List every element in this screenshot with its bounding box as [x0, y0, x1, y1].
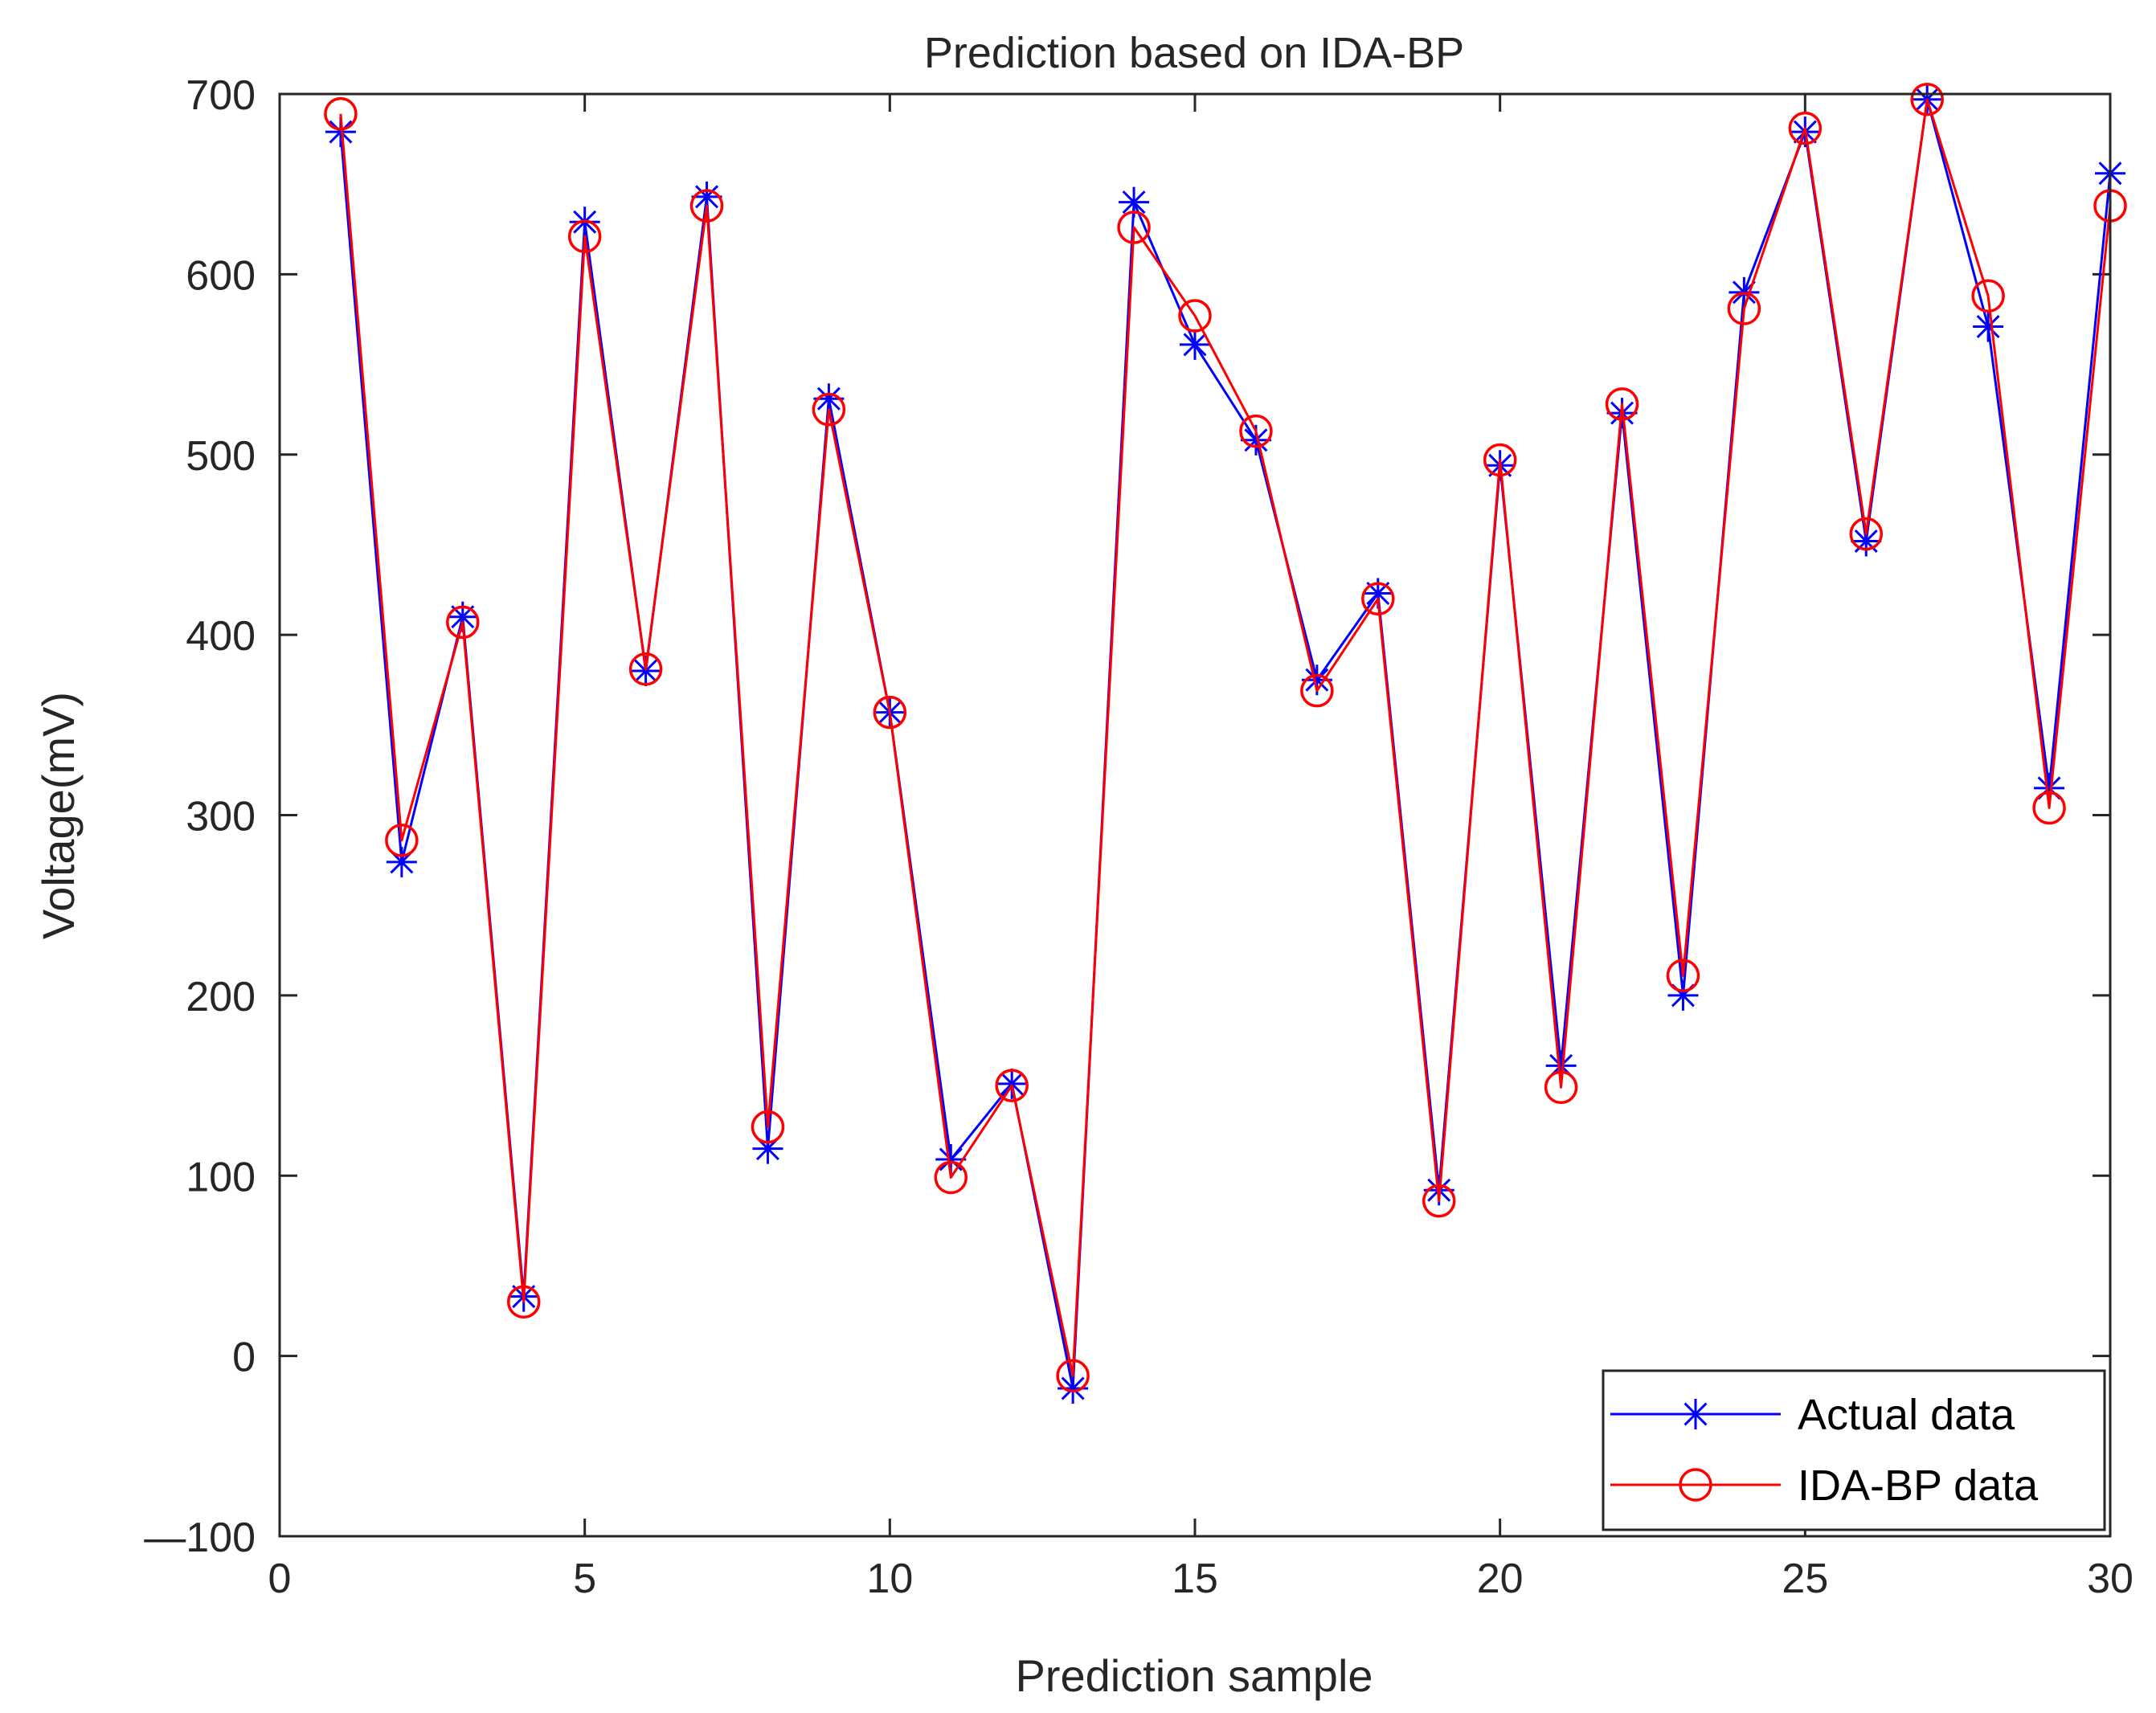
data-point — [873, 695, 907, 730]
data-point — [1240, 424, 1271, 456]
y-tick-label: 400 — [186, 613, 256, 660]
data-point — [2032, 791, 2066, 825]
y-tick-label: —100 — [144, 1515, 256, 1561]
data-point — [1483, 443, 1517, 477]
series-line — [339, 98, 2112, 1377]
data-point — [1300, 673, 1334, 708]
y-tick-labels: —100 0 100 200 300 400 500 600 700 — [144, 72, 256, 1561]
data-point — [2034, 772, 2065, 803]
x-tick-label: 25 — [1782, 1556, 1828, 1602]
x-tick-labels: 0 5 10 15 20 25 30 — [268, 1556, 2133, 1602]
y-tick-label: 300 — [186, 794, 256, 840]
data-point — [1178, 299, 1212, 333]
chart-title: Prediction based on IDA-BP — [924, 29, 1464, 77]
data-point — [324, 96, 358, 131]
y-tick-label: 600 — [186, 252, 256, 299]
legend-box — [1602, 1369, 2106, 1531]
data-point — [691, 181, 722, 212]
data-point — [1971, 279, 2005, 313]
data-point — [630, 656, 661, 686]
data-point — [446, 605, 480, 640]
series-layer — [324, 82, 2127, 1404]
data-point — [1119, 186, 1150, 218]
data-point — [996, 1068, 1028, 1099]
y-tick-label: 200 — [186, 974, 256, 1020]
plot-frame — [278, 92, 2112, 1538]
data-point — [812, 392, 846, 427]
data-point — [1605, 387, 1639, 421]
data-point — [1422, 1184, 1456, 1218]
data-point — [1361, 582, 1395, 615]
data-point — [752, 1133, 783, 1164]
x-tick-label: 30 — [2087, 1556, 2133, 1602]
y-tick-label: 500 — [186, 433, 256, 480]
y-axis-label: Voltage(mV) — [33, 692, 84, 939]
x-tick-label: 10 — [866, 1556, 913, 1602]
data-point — [1180, 329, 1210, 360]
legend-label: Actual data — [1798, 1391, 2015, 1439]
x-axis-label: Prediction sample — [1015, 1650, 1373, 1701]
data-point — [1910, 82, 1944, 117]
data-point — [1973, 311, 2004, 342]
data-point — [386, 846, 417, 877]
data-point — [628, 652, 663, 686]
x-tick-label: 5 — [573, 1556, 596, 1602]
x-tick-label: 20 — [1477, 1556, 1524, 1602]
data-point — [385, 824, 419, 857]
legend-label: IDA-BP data — [1798, 1462, 2039, 1510]
legend: Actual data IDA-BP data — [1602, 1369, 2106, 1531]
legend-marker — [1679, 1468, 1712, 1502]
data-point — [1788, 111, 1823, 145]
legend-marker — [1680, 1399, 1711, 1429]
data-point — [1056, 1359, 1090, 1393]
data-point — [325, 117, 356, 148]
data-point — [995, 1069, 1029, 1102]
data-point — [1362, 578, 1393, 609]
y-tick-label: 700 — [186, 72, 256, 119]
legend-entry: IDA-BP data — [1610, 1462, 2039, 1510]
data-point — [1544, 1070, 1578, 1105]
data-point — [1545, 1050, 1577, 1081]
y-tick-label: 0 — [232, 1335, 256, 1381]
data-point — [1058, 1373, 1089, 1404]
data-point — [1239, 414, 1273, 448]
data-point — [447, 601, 478, 632]
y-tick-label: 100 — [186, 1154, 256, 1200]
data-point — [1301, 664, 1332, 696]
data-point — [1667, 979, 1699, 1011]
data-point — [1727, 292, 1761, 325]
legend-entry: Actual data — [1610, 1391, 2015, 1439]
plot-area — [280, 94, 2110, 1536]
data-point — [1849, 517, 1884, 551]
data-point — [1666, 959, 1700, 992]
data-point — [567, 219, 602, 254]
data-point — [689, 189, 724, 223]
series-2 — [324, 82, 2127, 1393]
data-point — [751, 1110, 785, 1144]
data-point — [506, 1285, 541, 1319]
x-tick-label: 15 — [1172, 1556, 1218, 1602]
x-tick-label: 0 — [268, 1556, 292, 1602]
data-point — [1117, 211, 1151, 244]
data-point — [1851, 525, 1882, 557]
data-point — [813, 383, 845, 415]
data-point — [935, 1144, 967, 1175]
data-point — [934, 1160, 968, 1195]
